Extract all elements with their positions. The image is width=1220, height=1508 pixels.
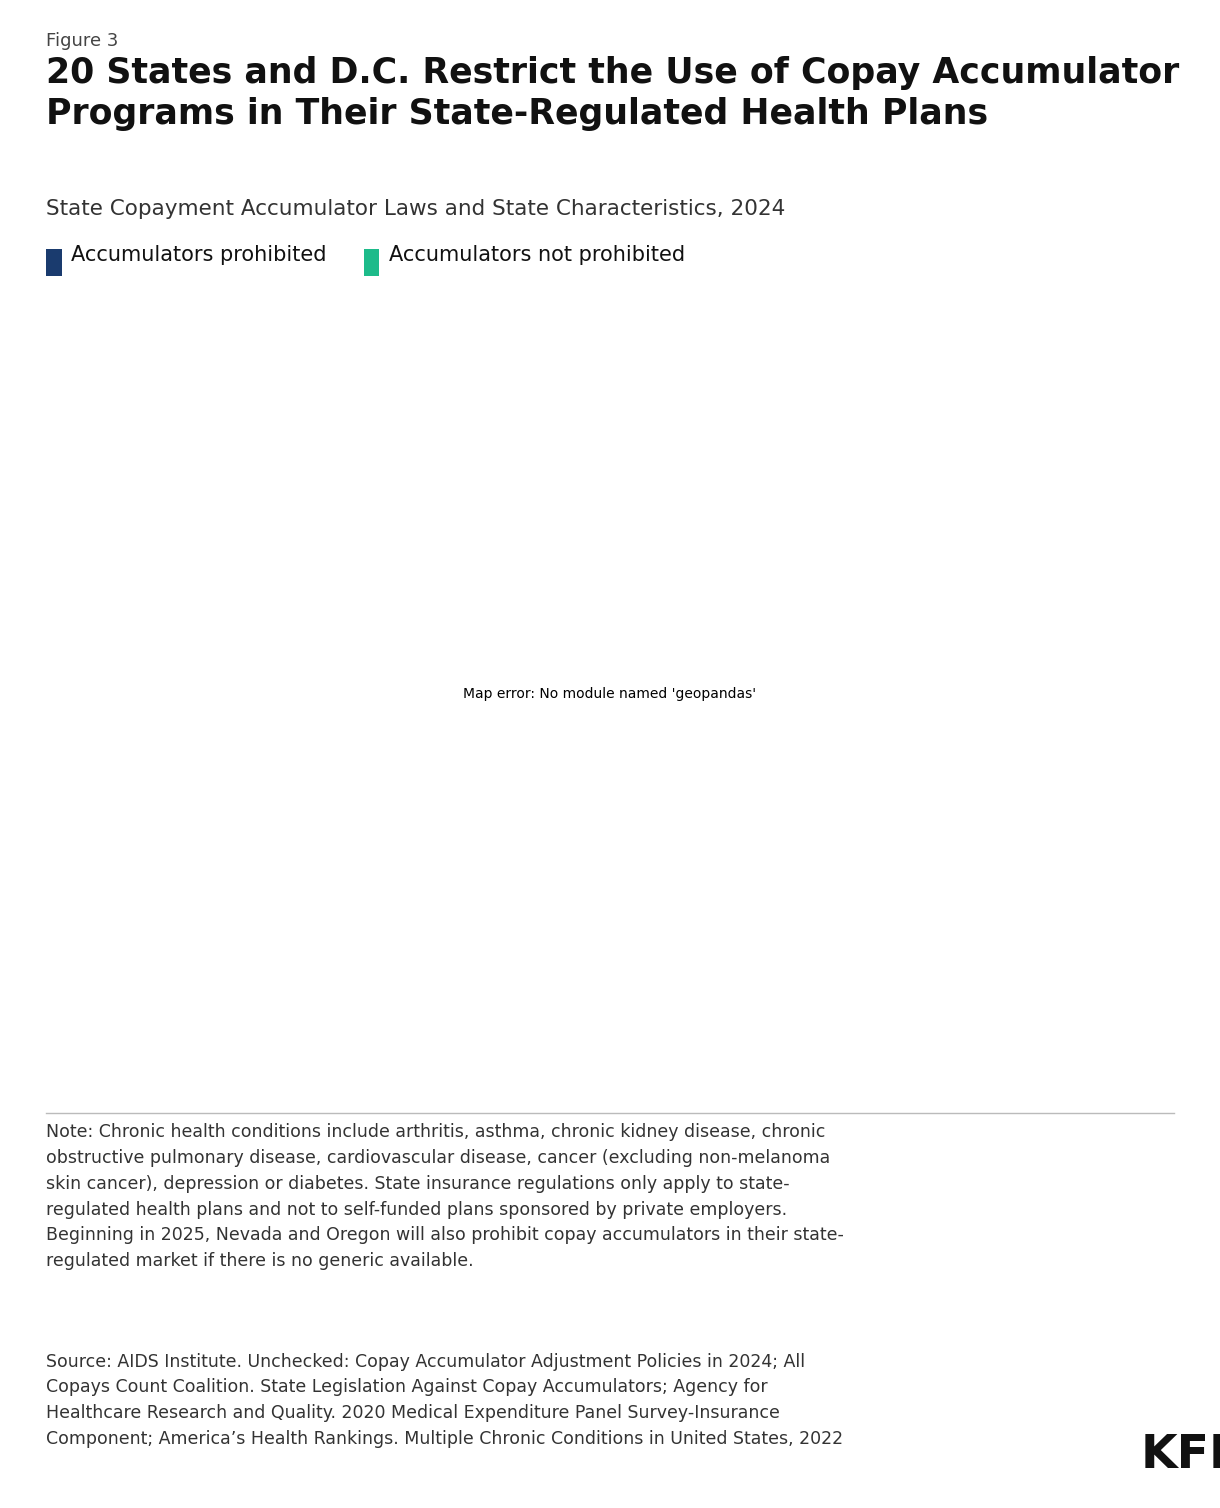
Text: Map error: No module named 'geopandas': Map error: No module named 'geopandas': [464, 686, 756, 701]
Text: 20 States and D.C. Restrict the Use of Copay Accumulator
Programs in Their State: 20 States and D.C. Restrict the Use of C…: [46, 56, 1180, 131]
Text: Note: Chronic health conditions include arthritis, asthma, chronic kidney diseas: Note: Chronic health conditions include …: [46, 1123, 844, 1270]
Text: Source: AIDS Institute. Unchecked: Copay Accumulator Adjustment Policies in 2024: Source: AIDS Institute. Unchecked: Copay…: [46, 1353, 843, 1448]
Text: Accumulators prohibited: Accumulators prohibited: [72, 244, 327, 265]
Text: Figure 3: Figure 3: [46, 32, 118, 50]
Text: KFF: KFF: [1141, 1433, 1220, 1478]
Text: State Copayment Accumulator Laws and State Characteristics, 2024: State Copayment Accumulator Laws and Sta…: [46, 199, 786, 219]
Text: Accumulators not prohibited: Accumulators not prohibited: [389, 244, 684, 265]
